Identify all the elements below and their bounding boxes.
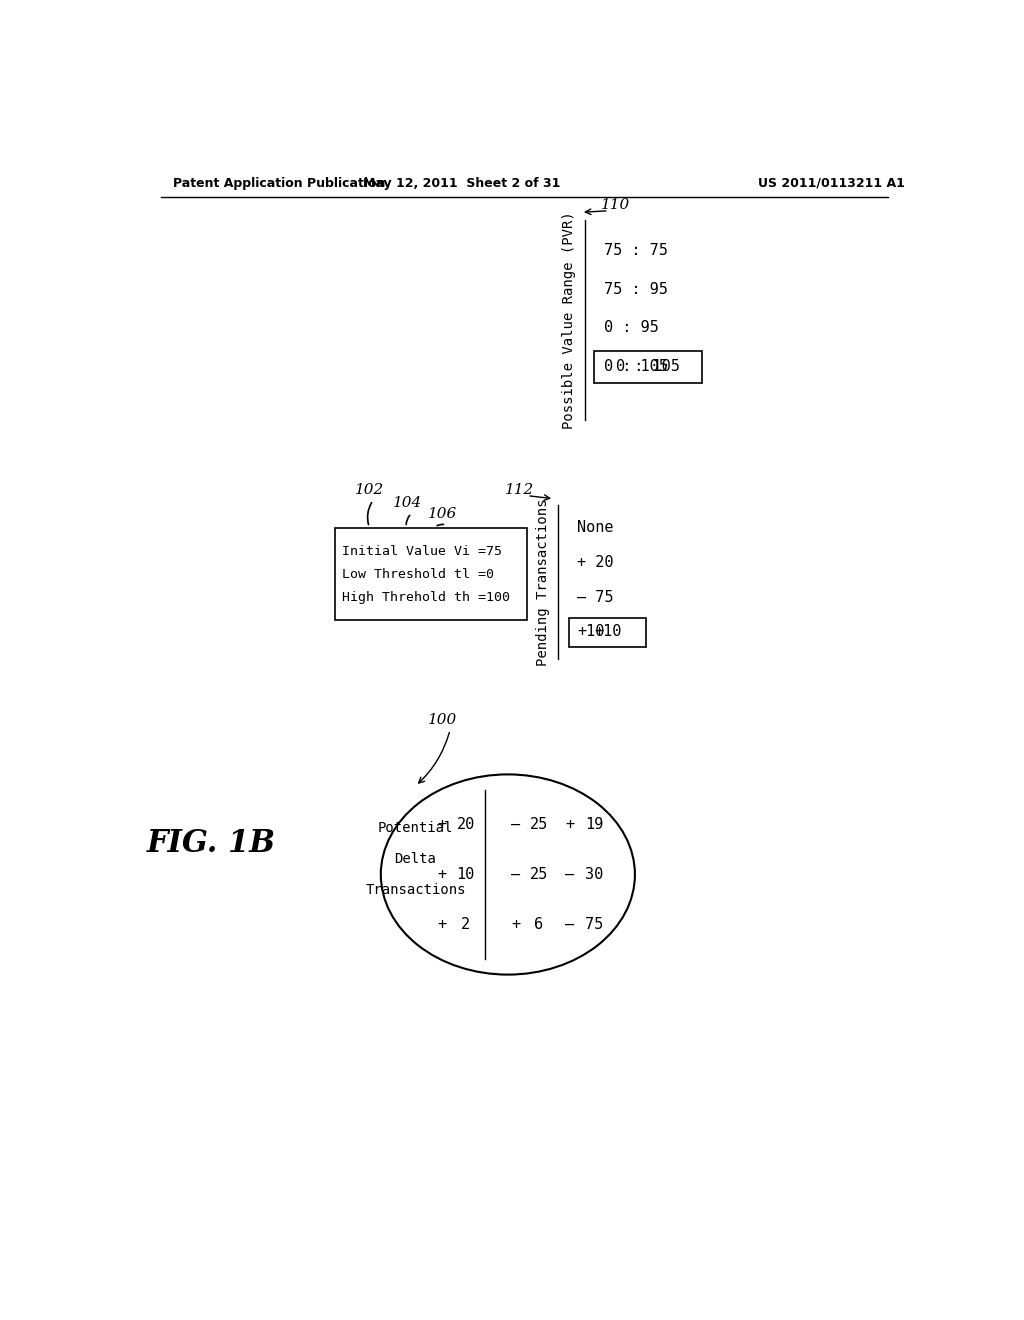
Text: + 20: + 20 [578,556,613,570]
Text: +: + [438,917,446,932]
Text: – 75: – 75 [578,590,613,605]
Text: 112: 112 [505,483,535,496]
Text: 75: 75 [585,917,603,932]
Text: –: – [565,867,574,882]
Text: Potential: Potential [378,821,454,836]
Text: 106: 106 [428,507,457,521]
Text: 6: 6 [535,917,543,932]
Text: +10: +10 [594,624,622,639]
Text: +: + [438,817,446,832]
Text: 25: 25 [529,867,548,882]
Text: 20: 20 [457,817,475,832]
Text: Possible Value Range (PVR): Possible Value Range (PVR) [562,211,577,429]
Text: 110: 110 [601,198,631,211]
Text: Pending Transactions: Pending Transactions [536,498,550,665]
Text: +: + [565,817,574,832]
Text: US 2011/0113211 A1: US 2011/0113211 A1 [758,177,904,190]
Text: +10: +10 [578,624,604,639]
Text: –: – [511,817,520,832]
Text: 75 : 75: 75 : 75 [604,243,668,259]
FancyBboxPatch shape [594,351,701,383]
Text: Patent Application Publication: Patent Application Publication [173,177,385,190]
Text: Low Threshold tl =0: Low Threshold tl =0 [342,568,495,581]
Text: 19: 19 [585,817,603,832]
Text: High Threhold th =100: High Threhold th =100 [342,591,510,603]
Text: FIG. 1B: FIG. 1B [146,828,275,859]
Text: –: – [565,917,574,932]
FancyBboxPatch shape [569,618,646,647]
Text: 104: 104 [393,495,422,510]
Text: 75 : 95: 75 : 95 [604,281,668,297]
Text: 10: 10 [457,867,475,882]
Text: 0 : 105: 0 : 105 [616,359,680,374]
FancyBboxPatch shape [335,528,527,620]
Text: 0 : 95: 0 : 95 [604,321,658,335]
Text: –: – [511,867,520,882]
Text: 30: 30 [585,867,603,882]
Text: Transactions: Transactions [366,883,466,896]
Text: +: + [438,867,446,882]
Text: Delta: Delta [394,853,436,866]
Text: 0 : 105: 0 : 105 [604,359,668,374]
Text: 102: 102 [354,483,384,496]
Text: Initial Value Vi =75: Initial Value Vi =75 [342,545,503,557]
Text: +: + [511,917,520,932]
Text: 100: 100 [428,714,457,727]
Text: None: None [578,520,613,536]
Text: 25: 25 [529,817,548,832]
Text: 2: 2 [461,917,470,932]
Text: May 12, 2011  Sheet 2 of 31: May 12, 2011 Sheet 2 of 31 [362,177,560,190]
